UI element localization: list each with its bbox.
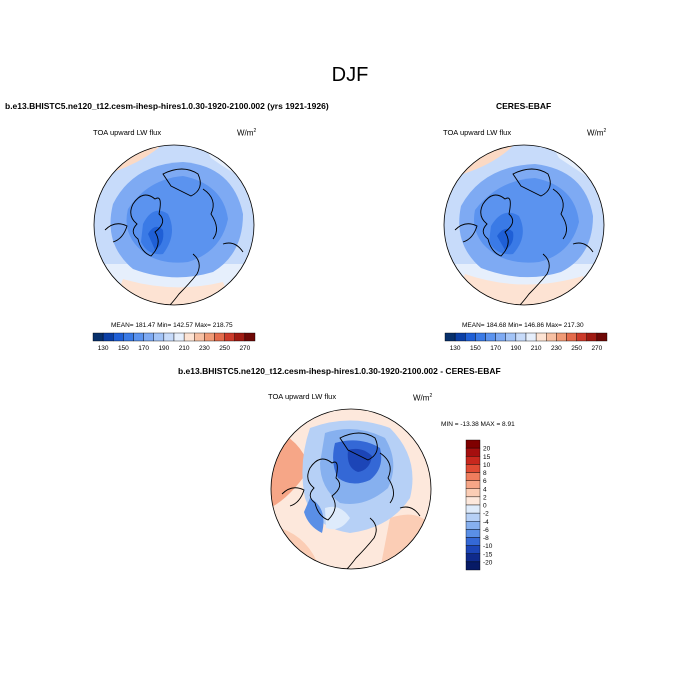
panel-3-colorbar-swatch <box>465 504 481 514</box>
panel-3-colorbar-swatch <box>465 529 481 538</box>
panel-2-colorbar-swatch <box>535 332 547 342</box>
panel-1-colorbar-swatch <box>234 332 246 342</box>
panel-2-colorbar-swatch <box>465 332 476 342</box>
panel-2-colorbar-swatch <box>485 332 496 342</box>
panel-2-colorbar-swatch <box>525 332 537 342</box>
panel-3-colorbar-tick-label: -20 <box>483 559 493 566</box>
panel-3-colorbar-swatch <box>465 439 481 449</box>
panel-3-colorbar-swatch <box>465 472 481 481</box>
panel-3-colorbar-swatch <box>465 521 481 530</box>
panel-3-colorbar-tick-label: -8 <box>483 535 489 542</box>
panel-3-polar-map <box>270 408 432 570</box>
panel-3-colorbar-swatch <box>465 464 481 473</box>
panel-2-colorbar-tick-label: 230 <box>551 345 562 352</box>
panel-3-stats: MIN = -13.38 MAX = 8.91 <box>441 421 515 428</box>
panel-1-colorbar-tick-label: 130 <box>98 345 109 352</box>
panel-1-colorbar-swatch <box>153 332 165 342</box>
panel-1-colorbar-tick-label: 210 <box>179 345 190 352</box>
panel-3-colorbar-tick-label: 8 <box>483 470 487 477</box>
panel-1-colorbar-swatch <box>143 332 154 342</box>
panel-3-colorbar-swatch <box>465 545 481 554</box>
panel-3-colorbar-swatch <box>465 456 481 465</box>
panel-1-colorbar: 130 150 170 190 210 230 250 270 <box>92 332 256 352</box>
panel-3-colorbar-tick-label: 6 <box>483 478 487 485</box>
panel-2-colorbar: 130 150 170 190 210 230 250 270 <box>444 332 608 352</box>
panel-2-colorbar-tick-label: 190 <box>510 345 521 352</box>
panel-1-stats: MEAN= 181.47 Min= 142.57 Max= 218.75 <box>111 322 233 329</box>
panel-3-colorbar-swatch <box>465 512 481 522</box>
panel-3-colorbar-swatch <box>465 496 481 506</box>
panel-1-colorbar-swatch <box>204 332 215 342</box>
panel-3-colorbar-tick-label: -15 <box>483 551 493 558</box>
panel-3-colorbar-tick-label: 2 <box>483 494 487 501</box>
panel-2-colorbar-swatch <box>596 332 608 342</box>
panel-3-colorbar-tick-label: -6 <box>483 527 489 534</box>
panel-2-colorbar-tick-label: 210 <box>531 345 542 352</box>
panel-2-colorbar-tick-label: 130 <box>450 345 461 352</box>
panel-1-subtitle: b.e13.BHISTC5.ne120_t12.cesm-ihesp-hires… <box>5 101 329 111</box>
panel-3-colorbar-tick-label: 0 <box>483 503 487 510</box>
panel-2-colorbar-swatch <box>454 332 466 342</box>
panel-2-stats: MEAN= 184.68 Min= 146.86 Max= 217.30 <box>462 322 584 329</box>
panel-1-colorbar-swatch <box>123 332 134 342</box>
panel-3-colorbar-swatch <box>465 447 481 457</box>
panel-3-colorbar-tick-label: 10 <box>483 462 491 469</box>
panel-1-colorbar-swatch <box>244 332 256 342</box>
panel-2-units: W/m2 <box>587 128 607 138</box>
panel-1-colorbar-tick-label: 230 <box>199 345 210 352</box>
panel-2-colorbar-swatch <box>495 332 506 342</box>
panel-2-colorbar-swatch <box>475 332 486 342</box>
panel-1-colorbar-swatch <box>163 332 175 342</box>
panel-2-colorbar-swatch <box>556 332 567 342</box>
panel-2-colorbar-swatch <box>576 332 587 342</box>
panel-2-colorbar-swatch <box>515 332 527 342</box>
panel-1-polar-map <box>93 144 255 306</box>
panel-2-variable-label: TOA upward LW flux <box>443 128 512 137</box>
panel-2-colorbar-tick-label: 150 <box>470 345 481 352</box>
panel-3-colorbar-tick-label: -2 <box>483 511 489 518</box>
panel-3-colorbar-swatch <box>465 480 481 489</box>
panel-1-colorbar-swatch <box>224 332 235 342</box>
panel-3-colorbar-tick-label: -4 <box>483 519 489 526</box>
panel-2-colorbar-swatch <box>505 332 517 342</box>
panel-3-colorbar-tick-label: 4 <box>483 486 487 493</box>
panel-2-colorbar-tick-label: 170 <box>490 345 501 352</box>
panel-3-units: W/m2 <box>413 393 433 403</box>
panel-2-colorbar-tick-label: 250 <box>571 345 582 352</box>
panel-1-colorbar-tick-label: 270 <box>239 345 250 352</box>
panel-2-colorbar-swatch <box>444 332 456 342</box>
panel-1-colorbar-swatch <box>92 332 104 342</box>
panel-1-colorbar-swatch <box>214 332 225 342</box>
panel-1-colorbar-swatch <box>173 332 185 342</box>
panel-2-colorbar-swatch <box>566 332 577 342</box>
panel-3-colorbar-swatch <box>465 537 481 546</box>
figure-title: DJF <box>331 64 369 86</box>
panel-3-colorbar-swatch <box>465 488 481 498</box>
panel-1-colorbar-tick-label: 150 <box>118 345 129 352</box>
panel-1-colorbar-tick-label: 190 <box>158 345 169 352</box>
panel-2-colorbar-swatch <box>546 332 557 342</box>
panel-2-colorbar-swatch <box>586 332 598 342</box>
panel-3-variable-label: TOA upward LW flux <box>268 392 337 401</box>
panel-1-colorbar-swatch <box>133 332 144 342</box>
panel-1-colorbar-swatch <box>113 332 124 342</box>
panel-3-colorbar-swatch <box>465 553 481 563</box>
panel-2-subtitle: CERES-EBAF <box>496 101 552 111</box>
panel-3-subtitle: b.e13.BHISTC5.ne120_t12.cesm-ihesp-hires… <box>178 366 501 376</box>
panel-1-colorbar-tick-label: 250 <box>219 345 230 352</box>
panel-3-colorbar-tick-label: -10 <box>483 543 493 550</box>
panel-1-colorbar-swatch <box>194 332 205 342</box>
panel-1-units: W/m2 <box>237 128 257 138</box>
panel-3-colorbar-tick-label: 15 <box>483 454 491 461</box>
panel-3-colorbar-tick-label: 20 <box>483 446 491 453</box>
panel-2-colorbar-tick-label: 270 <box>591 345 602 352</box>
panel-1-colorbar-tick-label: 170 <box>138 345 149 352</box>
panel-1-colorbar-swatch <box>183 332 195 342</box>
panel-2-polar-map <box>443 144 605 306</box>
panel-3-colorbar-swatch <box>465 561 481 571</box>
panel-1-colorbar-swatch <box>102 332 114 342</box>
panel-1-variable-label: TOA upward LW flux <box>93 128 162 137</box>
